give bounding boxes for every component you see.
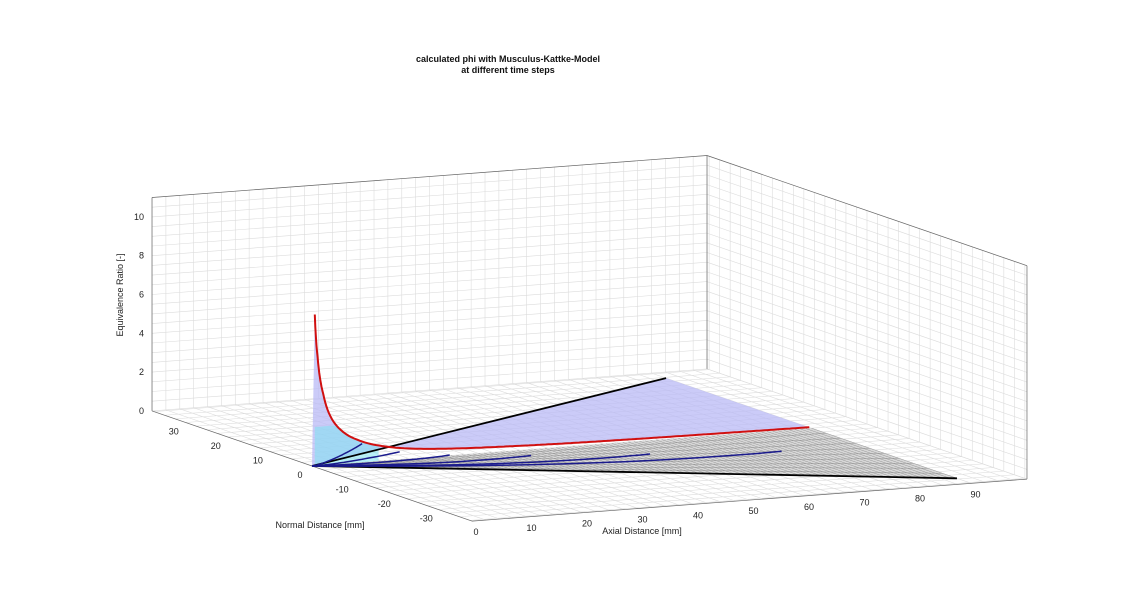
grid-line (151, 164, 708, 208)
grid-line (706, 223, 1028, 334)
x-axis-label: Axial Distance [mm] (602, 526, 682, 536)
time-step-contour (311, 451, 400, 467)
grid-line (151, 184, 708, 227)
grid-line (706, 164, 1028, 276)
grid-line (151, 174, 708, 218)
y-tick-label: -10 (336, 485, 349, 495)
grid-line (151, 358, 708, 402)
grid-line (706, 213, 1028, 325)
grid-line (175, 376, 731, 420)
x-tick-label: 10 (526, 523, 536, 533)
chart-title-line-1: calculated phi with Musculus-Kattke-Mode… (416, 54, 600, 64)
x-tick-label: 80 (915, 494, 925, 504)
axis-edge (471, 478, 1028, 522)
grid-line (151, 281, 708, 324)
grid-line (151, 194, 708, 237)
grid-line (459, 474, 1015, 518)
chart-title-line-2: at different time steps (461, 65, 555, 75)
grid-line (154, 369, 710, 412)
grid-line (706, 184, 1028, 296)
time-step-contour (311, 450, 782, 467)
grid-line (706, 232, 1028, 344)
grid-line (151, 339, 708, 383)
x-tick-label: 60 (804, 502, 814, 512)
x-tick-label: 30 (637, 515, 647, 525)
z-axis-label: Equivalence Ratio [-] (115, 253, 125, 336)
grid-line (706, 271, 1028, 383)
time-step-contour (311, 454, 450, 467)
grid-line (151, 271, 708, 315)
grid-line (706, 194, 1028, 305)
x-tick-label: 50 (748, 506, 758, 516)
grid-line (706, 349, 1028, 460)
x-tick-label: 90 (970, 489, 980, 499)
chart-title: calculated phi with Musculus-Kattke-Mode… (416, 54, 600, 75)
grid-line (151, 223, 708, 266)
grid-line (706, 339, 1028, 451)
grid-line (151, 213, 708, 256)
y-tick-label: 0 (297, 470, 302, 480)
grid-line (706, 281, 1028, 393)
y-tick-label: 30 (169, 427, 179, 437)
grid-line (706, 242, 1028, 354)
grid-line (706, 320, 1028, 431)
axis-edge (151, 155, 708, 198)
grid-line (151, 232, 708, 276)
phi-surface-sheet (312, 314, 809, 466)
x-tick-label: 20 (582, 519, 592, 529)
y-tick-label: -30 (420, 514, 433, 524)
z-tick-label: 6 (139, 290, 144, 300)
grid-line (151, 310, 708, 353)
phi-surface (311, 314, 957, 480)
grid-line (151, 329, 708, 373)
axis-ticks: 0 10 20 30 40 50 60 70 80 90 -30 -20 -10 0 10 20 30 0 2 4 6 8… (134, 212, 980, 537)
z-tick-label: 2 (139, 367, 144, 377)
grid-line (164, 372, 720, 416)
grid-line (151, 349, 708, 392)
z-tick-label: 4 (139, 328, 144, 338)
time-step-contours (311, 442, 782, 467)
grid-line (151, 300, 708, 344)
centerline-series (313, 314, 810, 450)
centerline-phi-curve (313, 314, 810, 450)
grid-line (706, 310, 1028, 422)
grid-line (151, 242, 708, 286)
grid-line (706, 261, 1028, 373)
grid-line (706, 329, 1028, 441)
spray-edge-upper (311, 377, 667, 467)
grid-line (706, 358, 1028, 470)
grid-line (151, 252, 708, 295)
z-tick-label: 10 (134, 212, 144, 222)
x-tick-label: 70 (859, 498, 869, 508)
grid-line (706, 300, 1028, 412)
y-tick-label: 10 (253, 456, 263, 466)
z-tick-label: 8 (139, 251, 144, 261)
grid-line (706, 174, 1028, 286)
grid-line (151, 320, 708, 363)
z-tick-label: 0 (139, 406, 144, 416)
y-axis-label: Normal Distance [mm] (275, 520, 364, 530)
y-tick-label: -20 (378, 499, 391, 509)
grid-line (151, 291, 708, 334)
y-tick-label: 20 (211, 441, 221, 451)
x-tick-label: 0 (473, 527, 478, 537)
time-step-contour (311, 442, 363, 467)
grid-line (469, 478, 1025, 521)
spray-edge-lower (311, 465, 957, 480)
axis-edge (706, 155, 1028, 267)
grid-line (151, 203, 708, 247)
grid-line (706, 291, 1028, 402)
near-nozzle-region (314, 425, 379, 466)
grid-line (151, 261, 708, 305)
grid-line (706, 203, 1028, 315)
grid-line (706, 252, 1028, 363)
ground-mesh-line (311, 443, 856, 467)
x-tick-label: 40 (693, 510, 703, 520)
